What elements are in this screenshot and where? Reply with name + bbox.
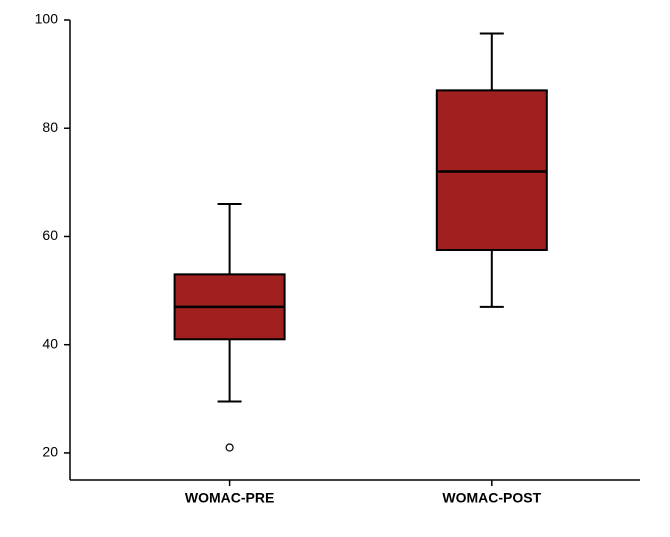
y-tick-label: 60 xyxy=(42,227,58,243)
category-label: WOMAC-PRE xyxy=(185,489,274,505)
boxplot-chart: 20 40 60 80 100 WOMAC-PRE WOMAC-POST xyxy=(0,0,670,537)
category-label: WOMAC-POST xyxy=(442,489,541,505)
outlier-point xyxy=(226,444,233,451)
box xyxy=(437,90,547,250)
y-tick-label: 20 xyxy=(42,444,58,460)
y-tick-label: 80 xyxy=(42,119,58,135)
y-tick-label: 100 xyxy=(35,11,59,27)
y-tick-label: 40 xyxy=(42,335,58,351)
chart-svg: 20 40 60 80 100 WOMAC-PRE WOMAC-POST xyxy=(0,0,670,532)
